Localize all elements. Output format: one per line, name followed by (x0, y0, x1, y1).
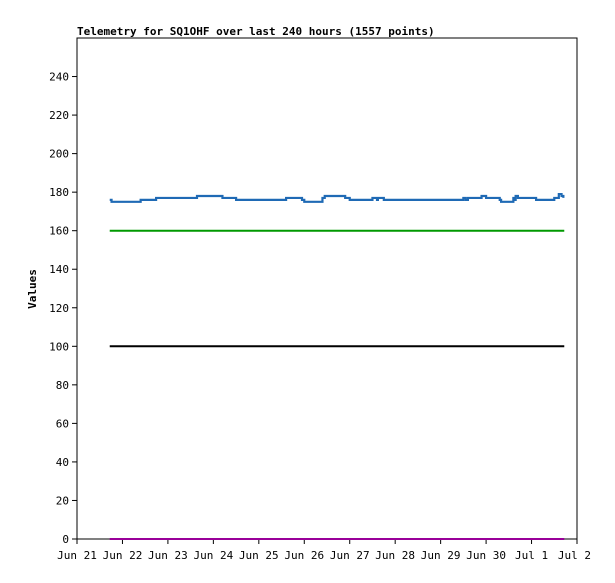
y-axis-title: Values (26, 269, 39, 309)
y-tick-label: 220 (49, 109, 69, 122)
x-tick-label: Jun 25 (239, 549, 279, 562)
y-tick-label: 180 (49, 186, 69, 199)
y-tick-label: 240 (49, 71, 69, 84)
y-tick-label: 100 (49, 340, 69, 353)
chart-title: Telemetry for SQ1OHF over last 240 hours… (77, 25, 435, 38)
x-tick-label: Jun 28 (375, 549, 415, 562)
y-tick-label: 0 (62, 533, 69, 546)
y-tick-label: 120 (49, 302, 69, 315)
plot-frame (76, 37, 578, 540)
series-layer (109, 192, 565, 540)
x-tick-label: Jun 26 (284, 549, 324, 562)
x-axis: Jun 21 Jun 22 Jun 23 Jun 24 Jun 25 Jun 26 Jun … (57, 539, 591, 562)
x-tick-label: Jun 23 (148, 549, 188, 562)
y-tick-label: 140 (49, 263, 69, 276)
series-line (109, 192, 565, 203)
x-tick-label: Jun 24 (193, 549, 233, 562)
y-tick-label: 20 (56, 494, 69, 507)
y-tick-label: 60 (56, 417, 69, 430)
y-tick-label: 40 (56, 456, 69, 469)
x-tick-label: Jun 30 (466, 549, 506, 562)
x-tick-label: Jun 29 (421, 549, 461, 562)
y-tick-label: 80 (56, 379, 69, 392)
y-tick-label: 160 (49, 225, 69, 238)
x-tick-label: Jul 2 (558, 549, 591, 562)
y-tick-label: 200 (49, 148, 69, 161)
x-tick-label: Jul 1 (515, 549, 548, 562)
y-axis: 0 20 40 60 80 100 120 140 160 180 200 220 240 (49, 71, 77, 546)
x-tick-label: Jun 21 (57, 549, 97, 562)
x-tick-label: Jun 27 (330, 549, 370, 562)
x-tick-label: Jun 22 (103, 549, 143, 562)
